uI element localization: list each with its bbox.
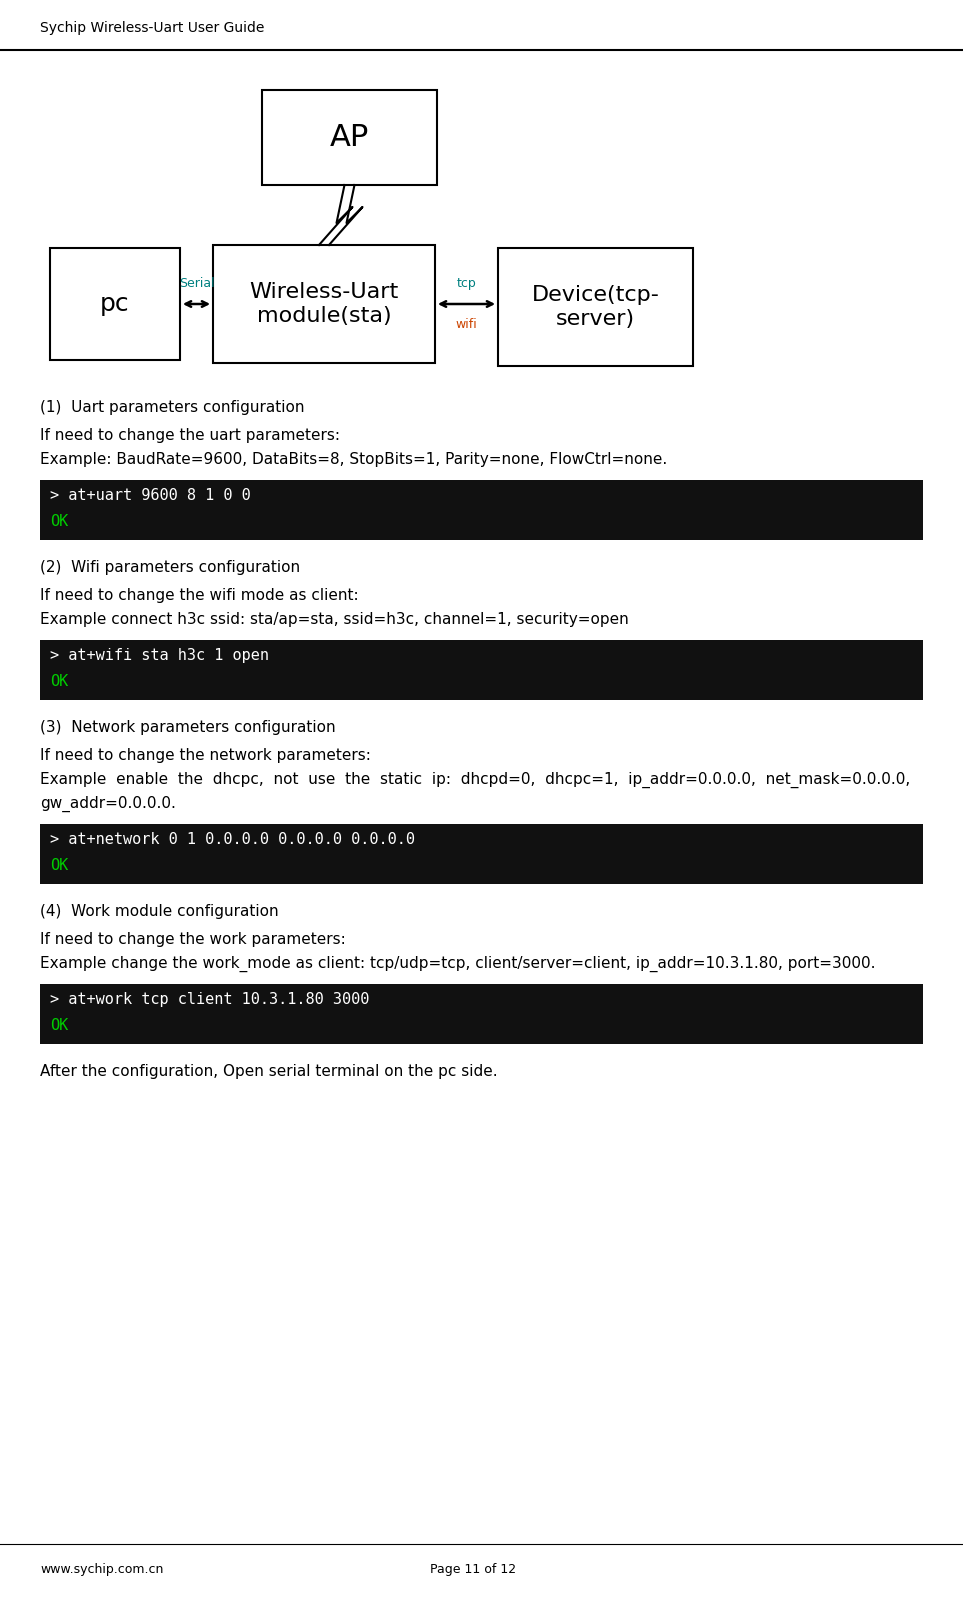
Text: Example change the work_mode as client: tcp/udp=tcp, client/server=client, ip_ad: Example change the work_mode as client: … — [40, 956, 875, 972]
Text: gw_addr=0.0.0.0.: gw_addr=0.0.0.0. — [40, 796, 176, 812]
Bar — [50, 248, 180, 360]
Text: (2)  Wifi parameters configuration: (2) Wifi parameters configuration — [40, 560, 300, 576]
Text: After the configuration, Open serial terminal on the pc side.: After the configuration, Open serial ter… — [40, 1063, 498, 1079]
Text: OK: OK — [50, 675, 68, 689]
Text: Example  enable  the  dhcpc,  not  use  the  static  ip:  dhcpd=0,  dhcpc=1,  ip: Example enable the dhcpc, not use the st… — [40, 772, 910, 788]
Bar — [40, 823, 923, 884]
Text: wifi: wifi — [455, 318, 478, 331]
Bar — [40, 640, 923, 700]
Bar — [40, 480, 923, 540]
Text: OK: OK — [50, 1019, 68, 1033]
Text: (4)  Work module configuration: (4) Work module configuration — [40, 903, 278, 919]
Text: pc: pc — [100, 293, 130, 317]
Text: OK: OK — [50, 513, 68, 529]
Text: Device(tcp-
server): Device(tcp- server) — [532, 285, 660, 329]
Text: Example connect h3c ssid: sta/ap=sta, ssid=h3c, channel=1, security=open: Example connect h3c ssid: sta/ap=sta, ss… — [40, 612, 629, 627]
Text: > at+uart 9600 8 1 0 0: > at+uart 9600 8 1 0 0 — [50, 488, 250, 504]
Text: If need to change the uart parameters:: If need to change the uart parameters: — [40, 429, 340, 443]
Text: Sychip Wireless-Uart User Guide: Sychip Wireless-Uart User Guide — [40, 21, 265, 35]
Bar — [40, 983, 923, 1044]
Text: > at+wifi sta h3c 1 open: > at+wifi sta h3c 1 open — [50, 648, 269, 664]
Text: If need to change the work parameters:: If need to change the work parameters: — [40, 932, 346, 947]
Text: Example: BaudRate=9600, DataBits=8, StopBits=1, Parity=none, FlowCtrl=none.: Example: BaudRate=9600, DataBits=8, Stop… — [40, 453, 667, 467]
Text: If need to change the network parameters:: If need to change the network parameters… — [40, 748, 371, 763]
Text: If need to change the wifi mode as client:: If need to change the wifi mode as clien… — [40, 588, 358, 603]
Text: tcp: tcp — [456, 277, 477, 289]
Bar — [262, 90, 437, 185]
Text: AP: AP — [330, 123, 369, 152]
Text: Wireless-Uart
module(sta): Wireless-Uart module(sta) — [249, 283, 399, 326]
Bar — [498, 248, 693, 366]
Text: (3)  Network parameters configuration: (3) Network parameters configuration — [40, 720, 336, 736]
Text: (1)  Uart parameters configuration: (1) Uart parameters configuration — [40, 400, 304, 416]
Text: OK: OK — [50, 859, 68, 873]
Text: Page 11 of 12: Page 11 of 12 — [430, 1562, 516, 1575]
Text: Serial: Serial — [179, 277, 215, 289]
Bar — [213, 245, 435, 363]
Text: > at+network 0 1 0.0.0.0 0.0.0.0 0.0.0.0: > at+network 0 1 0.0.0.0 0.0.0.0 0.0.0.0 — [50, 831, 415, 847]
Text: > at+work tcp client 10.3.1.80 3000: > at+work tcp client 10.3.1.80 3000 — [50, 991, 370, 1007]
Text: www.sychip.com.cn: www.sychip.com.cn — [40, 1562, 164, 1575]
